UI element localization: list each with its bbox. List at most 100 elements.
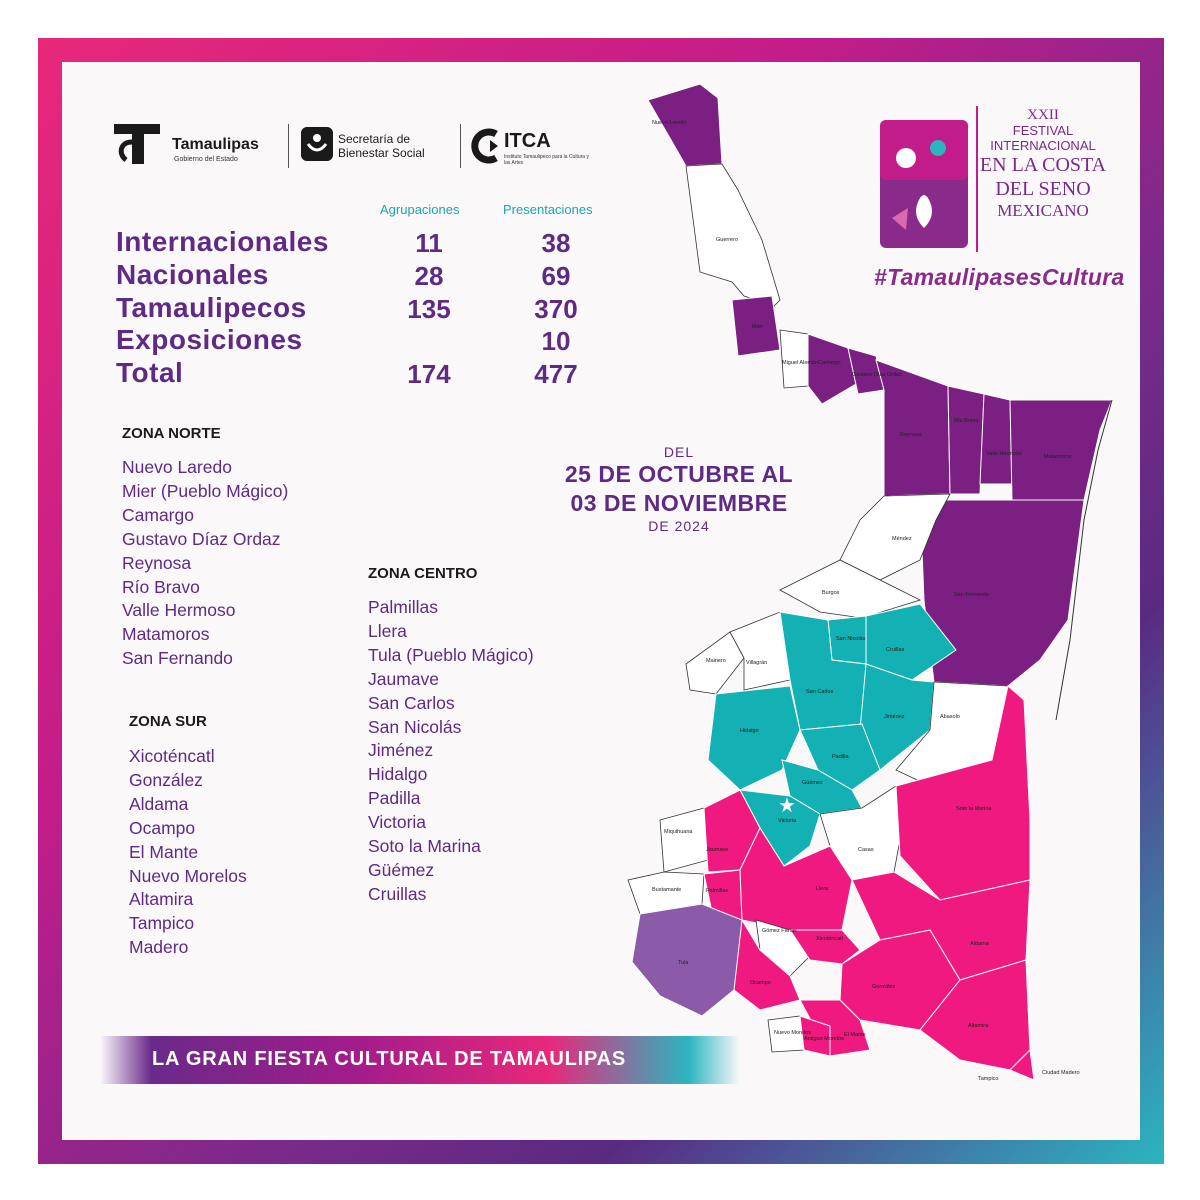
list-item: Nuevo Laredo — [122, 457, 232, 477]
region-antiguo-morelos — [799, 1015, 831, 1057]
map-label: Río Bravo — [954, 418, 978, 424]
list-item: Mier (Pueblo Mágico) — [122, 480, 289, 501]
map-label: Altamira — [968, 1023, 989, 1029]
map-label: Casas — [858, 847, 874, 853]
stats-row-label: Tamaulipecos — [116, 292, 307, 323]
map-label: Ciudad Madero — [1042, 1070, 1080, 1076]
festival-logo: XXII FESTIVAL INTERNACIONAL EN LA COSTA … — [878, 106, 1108, 256]
map-label: Jiménez — [884, 714, 905, 720]
list-item: Río Bravo — [122, 576, 200, 597]
region-madero — [1009, 1048, 1035, 1081]
list-item: Aldama — [129, 793, 189, 814]
coastline — [1055, 399, 1113, 721]
map-label: Xicoténcatl — [816, 936, 843, 942]
list-item: Tula (Pueblo Mágico) — [368, 644, 534, 665]
tamaulipas-map: ★ Nuevo Laredo Guerrero Mier Miguel Alem… — [627, 83, 1113, 1082]
list-item: Soto la Marina — [368, 836, 481, 857]
stats-row-label: Total — [116, 357, 184, 388]
itca-logo-sub: Instituto Tamaulipeco para la Cultura y … — [504, 154, 589, 166]
stats-row-label: Internacionales — [116, 226, 329, 257]
bottom-banner: LA GRAN FIESTA CULTURAL DE TAMAULIPAS — [100, 1036, 740, 1084]
list-item: Cruillas — [368, 883, 427, 904]
region-camargo — [807, 333, 857, 405]
region-burgos — [779, 559, 922, 619]
map-label: Méndez — [892, 536, 912, 542]
stats-row-label: Nacionales — [116, 259, 269, 290]
stats-row-groups: 135 — [407, 294, 451, 324]
list-item: Jaumave — [368, 668, 440, 689]
list-item: Xicoténcatl — [129, 746, 215, 766]
festival-line-3: EN LA COSTA — [979, 154, 1107, 176]
region-mier — [731, 295, 781, 357]
date-prefix: DEL — [663, 444, 695, 460]
map-label: San Nicolás — [836, 636, 866, 642]
region-miquihuana — [659, 807, 709, 873]
map-label: San Carlos — [806, 689, 833, 695]
map-label: Mier — [752, 324, 763, 330]
zona-centro-title: ZONA CENTRO — [368, 565, 478, 582]
stats-row-groups: 174 — [407, 359, 451, 389]
date-suffix: DE 2024 — [648, 518, 710, 534]
region-gomez-farias — [755, 919, 811, 977]
zona-centro-list: Palmillas Llera Tula (Pueblo Mágico) Jau… — [368, 596, 534, 907]
map-label: Güémez — [802, 780, 823, 786]
banner-text: LA GRAN FIESTA CULTURAL DE TAMAULIPAS — [152, 1048, 627, 1070]
stats-row-label: Exposiciones — [116, 324, 303, 355]
map-label: González — [872, 984, 895, 990]
map-label: Gómez Farías — [762, 928, 797, 934]
list-item: Padilla — [368, 788, 421, 809]
zona-norte-title: ZONA NORTE — [122, 425, 221, 442]
tamaulipas-t-icon — [114, 124, 160, 164]
region-villagran — [729, 611, 791, 691]
itca-logo-name: ITCA — [504, 130, 551, 152]
map-label: Llera — [816, 886, 829, 892]
region-hidalgo — [707, 685, 801, 791]
list-item: Llera — [368, 620, 407, 641]
sponsor-logos: Tamaulipas Gobierno del Estado Secretarí… — [112, 120, 589, 172]
region-miguel-aleman — [779, 329, 809, 389]
festival-title: XXII FESTIVAL INTERNACIONAL EN LA COSTA … — [978, 106, 1108, 221]
region-nuevo-laredo — [647, 83, 723, 167]
list-item: González — [129, 769, 203, 790]
list-item: Camargo — [122, 504, 194, 525]
logo-divider — [288, 124, 289, 168]
list-item: Gustavo Díaz Ordaz — [122, 528, 281, 549]
map-label: Ocampo — [750, 980, 771, 986]
region-valle-hermoso — [979, 393, 1013, 485]
region-rio-bravo — [947, 385, 985, 495]
map-label: Burgos — [822, 590, 840, 596]
hashtag: #TamaulipasesCultura — [874, 264, 1125, 290]
region-matamoros — [1009, 399, 1113, 501]
region-mendez — [839, 493, 951, 581]
map-label: San Fernando — [954, 592, 989, 598]
stats-row-groups: 28 — [414, 261, 444, 291]
map-label: Valle Hermoso — [986, 451, 1022, 457]
map-label: Nuevo Laredo — [652, 120, 687, 126]
map-label: Abasolo — [940, 714, 960, 720]
festival-emblem-icon — [880, 120, 968, 248]
stats-row-presentations: 477 — [534, 359, 578, 389]
date-line-2: 03 DE NOVIEMBRE — [570, 490, 788, 516]
map-label: Matamoros — [1044, 454, 1072, 460]
map-label: Villagrán — [746, 660, 767, 666]
map-label: Bustamante — [652, 887, 681, 893]
map-label: Reynosa — [900, 432, 923, 438]
map-label: Guerrero — [716, 237, 738, 243]
list-item: Madero — [129, 937, 189, 958]
map-label: Soto la Marina — [956, 806, 992, 812]
stats-row-groups: 11 — [415, 228, 443, 258]
list-item: Jiménez — [368, 740, 434, 761]
map-label: Tula — [678, 960, 689, 966]
bienestar-logo-name: Secretaría de Bienestar Social — [338, 132, 425, 160]
region-cruillas — [865, 603, 957, 681]
map-label: Hidalgo — [740, 728, 759, 734]
festival-line-2: INTERNACIONAL — [990, 138, 1096, 153]
map-label: Aldama — [970, 941, 990, 947]
bienestar-heart-icon — [301, 127, 333, 161]
map-label: Gustavo Díaz Ordaz — [852, 372, 902, 378]
tamaulipas-logo-sub: Gobierno del Estado — [174, 156, 238, 163]
stats-header-groups: Agrupaciones — [380, 202, 460, 217]
region-mainero — [685, 631, 745, 695]
itca-logo: ITCA Instituto Tamaulipeco para la Cultu… — [464, 120, 589, 172]
map-label: Miguel Alemán — [782, 360, 818, 366]
